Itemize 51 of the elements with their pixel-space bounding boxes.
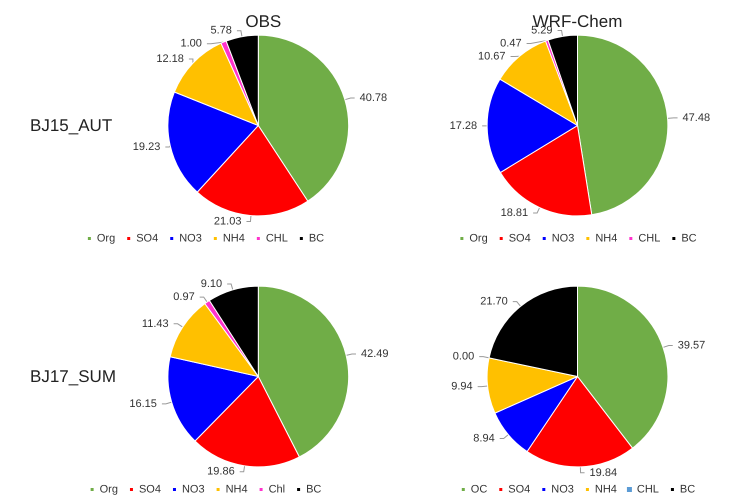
text: 0.00: [452, 350, 474, 363]
legend-label: BC: [308, 232, 324, 244]
legend-label: Org: [96, 232, 116, 244]
legend-label: OC: [470, 484, 488, 496]
legend-label: NH4: [222, 232, 245, 244]
legend-label: SO4: [136, 232, 158, 244]
legend-label: NH4: [226, 484, 248, 496]
legend-label: NO3: [551, 484, 574, 496]
legend-label: CHL: [266, 232, 288, 244]
legend-label: SO4: [508, 232, 531, 244]
data-label: 8.94: [473, 432, 495, 444]
legend-label: BC: [681, 232, 697, 244]
chart-title: OBS: [245, 12, 282, 31]
data-label: 19.84: [590, 466, 618, 479]
data-label: 18.81: [500, 206, 528, 219]
data-label: 9.94: [451, 380, 473, 393]
legend-label: CHL: [638, 232, 660, 244]
legend-label: SO4: [138, 484, 161, 496]
legend-label: Chl: [268, 484, 286, 496]
legend-label: BC: [306, 484, 322, 496]
data-label: 39.57: [678, 340, 706, 352]
legend-label: SO4: [508, 484, 530, 496]
data-label: 1.00: [180, 38, 202, 50]
data-label: 21.03: [214, 216, 242, 228]
legend-label: BC: [680, 484, 696, 496]
legend-label: Org: [100, 484, 118, 496]
data-label: 19.23: [132, 140, 160, 153]
data-label: 10.67: [478, 50, 506, 62]
text: BJ15_AUT: [30, 116, 112, 135]
legend-label: NO3: [552, 232, 574, 244]
legend-label: Org: [469, 232, 488, 244]
text: BJ17_SUM: [30, 367, 116, 386]
data-label: 9.10: [200, 278, 222, 290]
data-label: 19.86: [207, 466, 235, 478]
legend-label: NH4: [594, 484, 617, 496]
legend-label: NO3: [179, 232, 202, 244]
data-label: 42.49: [360, 348, 389, 360]
data-label: 5.78: [210, 24, 232, 37]
legend-label: NO3: [182, 484, 205, 496]
data-label: 11.43: [142, 318, 169, 330]
data-label: 12.18: [156, 52, 184, 65]
legend-label: CHL: [636, 484, 659, 496]
legend-label: NH4: [595, 232, 618, 244]
data-label: 5.29: [531, 24, 553, 36]
data-label: 40.78: [360, 92, 388, 104]
data-label: 21.70: [480, 296, 508, 308]
data-label: 0.97: [173, 291, 195, 304]
data-label: 0.47: [500, 37, 522, 50]
data-label: 47.48: [682, 112, 710, 124]
data-label: 17.28: [450, 120, 478, 132]
data-label: 16.15: [129, 398, 157, 410]
